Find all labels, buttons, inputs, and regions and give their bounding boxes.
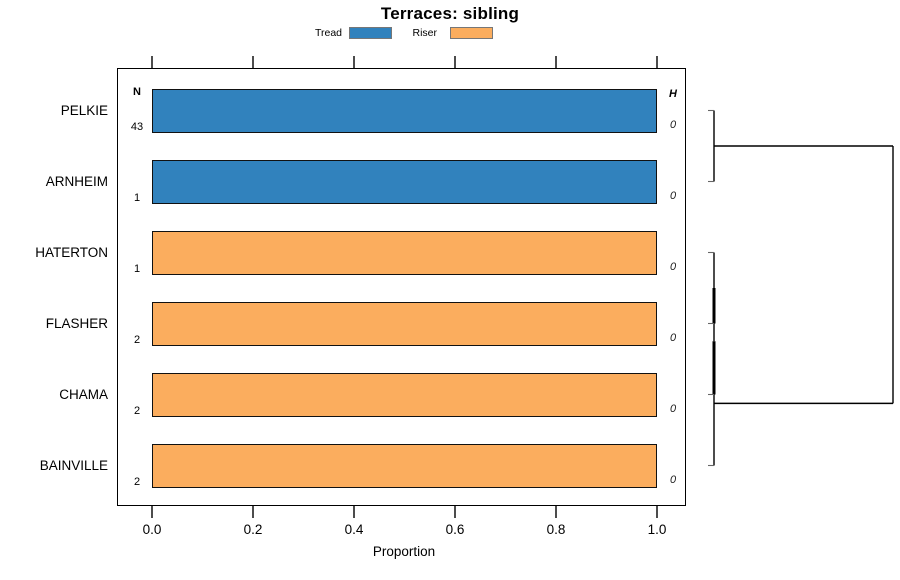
x-tick-label: 0.4 bbox=[344, 522, 364, 537]
bar-segment-riser bbox=[152, 443, 657, 488]
h-value: 0 bbox=[669, 473, 677, 486]
bar-segment-riser bbox=[152, 372, 657, 417]
x-tick-label: 0.0 bbox=[142, 522, 162, 537]
h-value: 0 bbox=[669, 118, 677, 131]
category-label: HATERTON bbox=[35, 244, 108, 260]
legend-swatch-riser bbox=[450, 27, 493, 39]
n-value: 2 bbox=[133, 333, 141, 346]
bar-segment-riser bbox=[152, 301, 657, 346]
x-tick-label: 0.8 bbox=[546, 522, 566, 537]
h-column-header: H bbox=[669, 88, 677, 100]
category-label: BAINVILLE bbox=[39, 457, 108, 473]
legend-label-riser: Riser bbox=[412, 27, 437, 39]
h-value: 0 bbox=[669, 402, 677, 415]
h-value: 0 bbox=[669, 189, 677, 202]
category-label: FLASHER bbox=[45, 315, 108, 331]
bar-segment-riser bbox=[152, 230, 657, 275]
chart-title: Terraces: sibling bbox=[380, 4, 520, 23]
legend-label-tread: Tread bbox=[314, 27, 342, 39]
x-tick-label: 1.0 bbox=[647, 522, 667, 537]
n-column-header: N bbox=[133, 86, 141, 98]
n-value: 2 bbox=[133, 475, 141, 488]
bar-segment-tread bbox=[152, 159, 657, 204]
n-value: 2 bbox=[133, 404, 141, 417]
x-tick-label: 0.2 bbox=[243, 522, 263, 537]
n-value: 43 bbox=[130, 120, 144, 133]
category-label: CHAMA bbox=[59, 386, 108, 402]
category-label: PELKIE bbox=[60, 102, 108, 118]
legend-swatch-tread bbox=[349, 27, 392, 39]
x-tick-label: 0.6 bbox=[445, 522, 465, 537]
n-value: 1 bbox=[133, 262, 141, 275]
category-label: ARNHEIM bbox=[45, 173, 108, 189]
bar-segment-tread bbox=[152, 88, 657, 133]
h-value: 0 bbox=[669, 260, 677, 273]
x-axis-label: Proportion bbox=[372, 544, 436, 559]
plot-box bbox=[117, 68, 686, 506]
n-value: 1 bbox=[133, 191, 141, 204]
h-value: 0 bbox=[669, 331, 677, 344]
